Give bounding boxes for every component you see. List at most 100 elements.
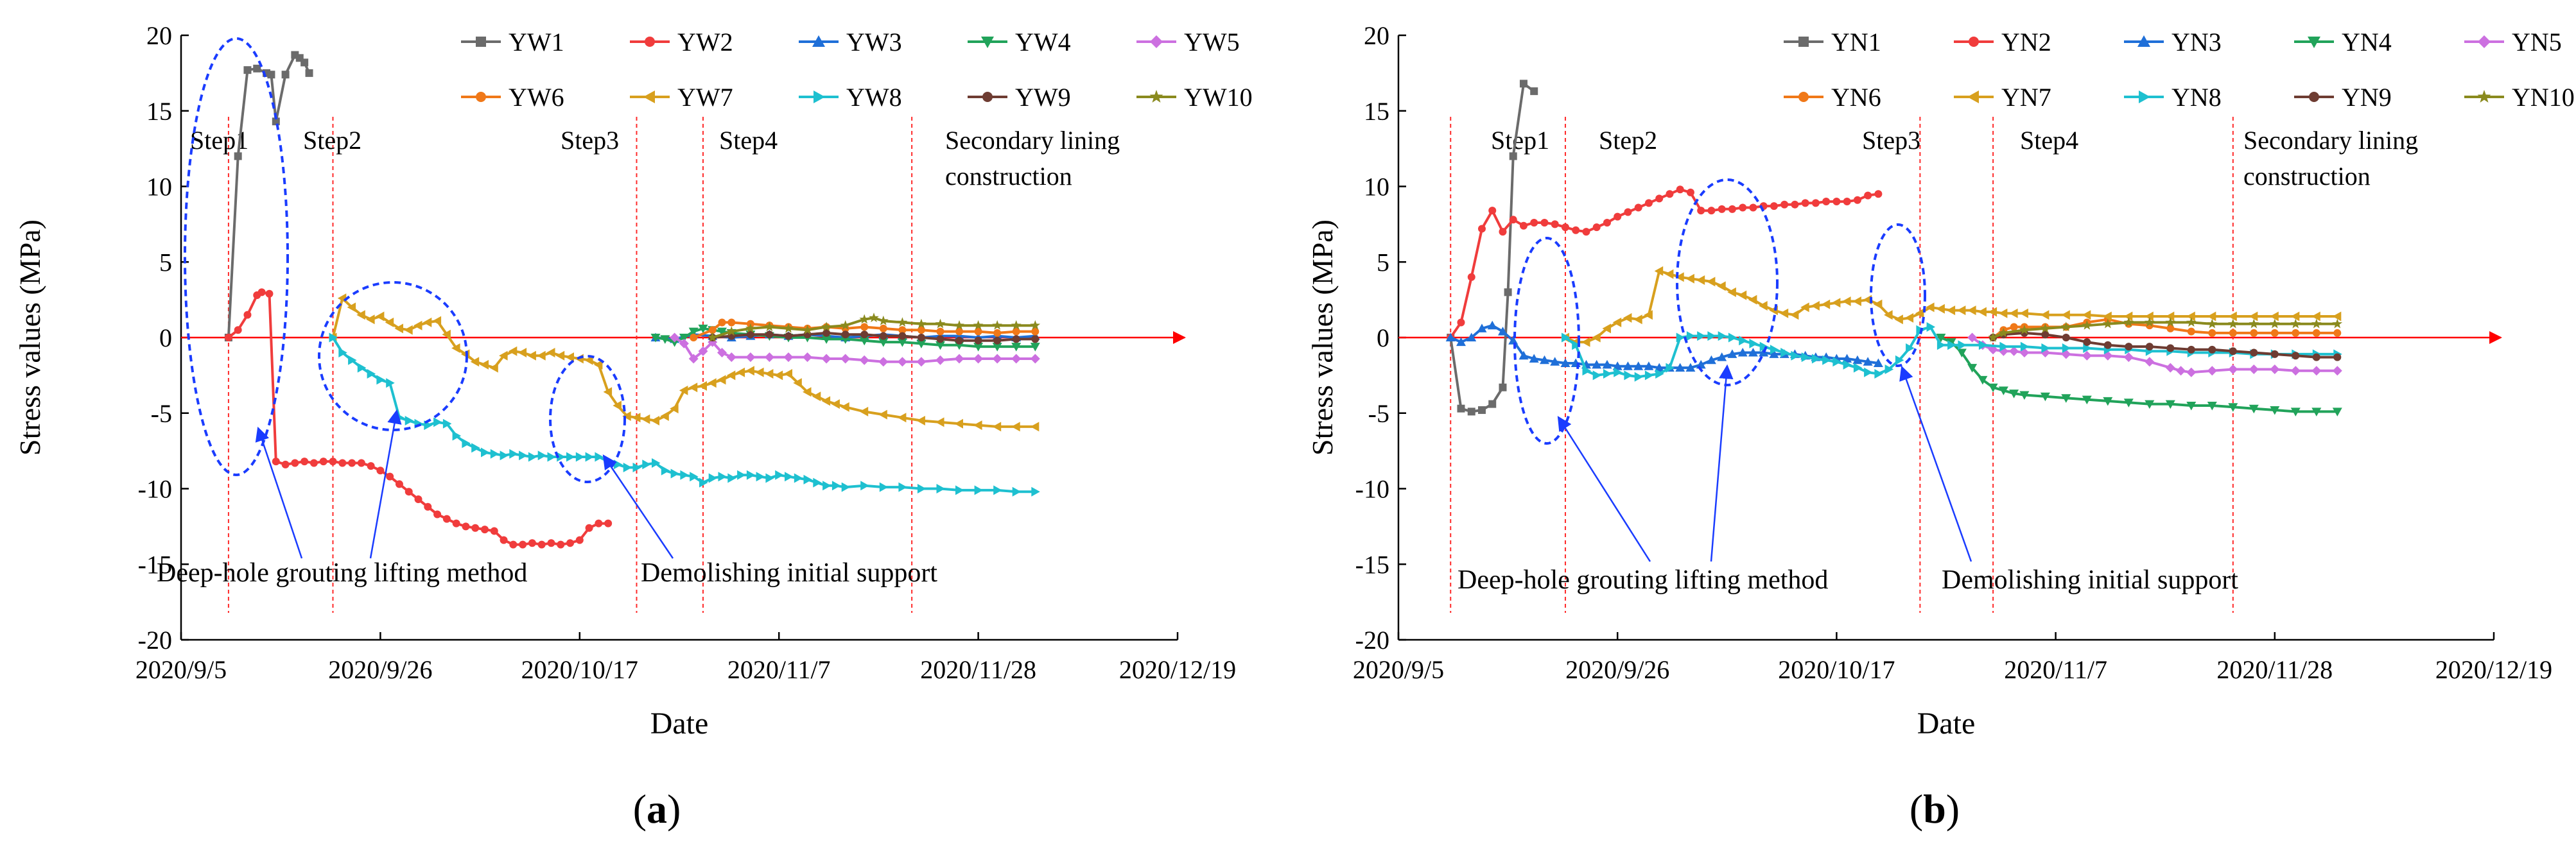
data-point-yw2 bbox=[490, 527, 498, 535]
data-point-yn3 bbox=[1550, 357, 1560, 366]
legend-label: YN6 bbox=[1831, 83, 1881, 112]
data-point-yw10 bbox=[1011, 320, 1022, 330]
data-point-yw8 bbox=[557, 452, 566, 462]
data-point-yw7 bbox=[413, 320, 422, 330]
data-point-yw5 bbox=[973, 354, 984, 364]
data-point-yw2 bbox=[291, 459, 299, 467]
data-point-yn1 bbox=[1467, 407, 1475, 416]
data-point-yw5 bbox=[916, 357, 927, 367]
data-point-yn7 bbox=[1727, 287, 1736, 297]
data-point-yn10 bbox=[2082, 320, 2093, 330]
data-point-yn6 bbox=[2312, 329, 2320, 337]
data-point-yw1 bbox=[234, 152, 242, 160]
data-point-yw2 bbox=[357, 459, 365, 467]
data-point-yw8 bbox=[690, 472, 699, 482]
data-point-yn8 bbox=[1853, 363, 1863, 373]
data-point-yw8 bbox=[386, 378, 395, 388]
data-point-yn6 bbox=[2270, 329, 2279, 337]
data-point-yn9 bbox=[2312, 353, 2320, 361]
legend-label: YN8 bbox=[2171, 83, 2222, 112]
legend-swatch-marker bbox=[1149, 90, 1163, 103]
data-point-yw2 bbox=[243, 311, 252, 319]
data-point-yw8 bbox=[357, 363, 367, 373]
data-point-yw2 bbox=[424, 502, 432, 511]
data-point-yn3 bbox=[1675, 363, 1685, 372]
data-point-yw7 bbox=[451, 343, 460, 353]
data-point-yw7 bbox=[745, 366, 754, 376]
data-point-yn4 bbox=[2332, 407, 2342, 416]
data-point-yn8 bbox=[1676, 332, 1685, 343]
data-point-yn3 bbox=[1623, 361, 1633, 370]
legend-entry: YW8 bbox=[799, 83, 902, 112]
data-point-yn6 bbox=[2010, 323, 2018, 331]
data-point-yw8 bbox=[670, 468, 680, 479]
data-point-yn10 bbox=[1988, 332, 1998, 342]
data-point-yw7 bbox=[936, 417, 944, 427]
data-point-yn7 bbox=[2207, 311, 2216, 322]
step-label: Step4 bbox=[2020, 126, 2078, 155]
data-point-yn2 bbox=[1561, 223, 1569, 232]
x-tick-label: 2020/9/5 bbox=[1353, 655, 1444, 684]
legend-swatch-marker bbox=[1967, 90, 1979, 103]
data-point-yn9 bbox=[2103, 341, 2112, 349]
legend-label: YN3 bbox=[2171, 28, 2222, 56]
data-point-yn5 bbox=[1967, 332, 1978, 343]
series-line-yn1 bbox=[1449, 82, 1535, 413]
y-tick-label: -10 bbox=[138, 475, 172, 504]
data-point-yn2 bbox=[1822, 198, 1831, 206]
data-point-yn5 bbox=[2311, 366, 2322, 376]
data-point-yw5 bbox=[954, 354, 964, 364]
data-point-yn5 bbox=[2207, 366, 2217, 376]
data-point-yw6 bbox=[690, 334, 698, 341]
highlight-ellipse bbox=[549, 355, 626, 483]
data-point-yn4 bbox=[1967, 364, 1978, 373]
data-point-yn1 bbox=[1499, 383, 1507, 391]
data-point-yw9 bbox=[955, 336, 964, 345]
x-tick-label: 2020/12/19 bbox=[1119, 655, 1236, 684]
data-point-yw2 bbox=[442, 515, 451, 523]
data-point-yn8 bbox=[1582, 366, 1591, 376]
data-point-yw8 bbox=[746, 470, 756, 480]
legend-swatch-marker bbox=[1798, 37, 1809, 47]
y-tick-label: -10 bbox=[1355, 475, 1389, 504]
data-point-yn7 bbox=[1842, 296, 1851, 306]
data-point-yw2 bbox=[471, 524, 480, 532]
data-point-yn2 bbox=[1499, 228, 1507, 236]
data-point-yw8 bbox=[595, 452, 604, 462]
data-point-yw2 bbox=[604, 519, 613, 527]
data-point-yn7 bbox=[2040, 310, 2049, 320]
step-label: Step2 bbox=[1599, 126, 1657, 155]
data-point-yw4 bbox=[897, 338, 907, 347]
annotation-text-grouting: Deep-hole grouting lifting method bbox=[1458, 565, 1828, 595]
data-point-yn4 bbox=[1988, 383, 1998, 393]
y-tick-label: -15 bbox=[1355, 550, 1389, 579]
highlight-ellipse bbox=[318, 281, 468, 431]
data-point-yw5 bbox=[726, 352, 736, 363]
data-point-yn2 bbox=[1791, 200, 1799, 209]
data-point-yw2 bbox=[329, 458, 337, 466]
data-point-yn4 bbox=[2290, 407, 2301, 416]
data-point-yw8 bbox=[405, 416, 414, 425]
data-point-yw8 bbox=[566, 452, 575, 462]
data-point-yw7 bbox=[584, 355, 593, 365]
annotation-arrow bbox=[255, 426, 303, 559]
data-point-yn3 bbox=[1717, 352, 1727, 361]
legend-swatch-marker bbox=[2478, 35, 2491, 48]
data-point-yn9 bbox=[2083, 338, 2091, 347]
data-point-yw7 bbox=[831, 399, 840, 409]
data-point-yw9 bbox=[860, 330, 869, 339]
data-point-yn7 bbox=[1904, 313, 1914, 323]
data-point-yw1 bbox=[253, 64, 261, 73]
data-point-yn7 bbox=[1612, 317, 1622, 327]
data-point-yw4 bbox=[650, 334, 661, 343]
data-point-yw7 bbox=[442, 329, 451, 339]
data-point-yw10 bbox=[954, 320, 964, 330]
legend-swatch-marker bbox=[1969, 37, 1979, 47]
annotation-arrow bbox=[1557, 416, 1651, 562]
data-point-yn2 bbox=[1488, 207, 1497, 215]
data-point-yw7 bbox=[632, 413, 641, 423]
data-point-yw2 bbox=[575, 536, 584, 544]
data-point-yn3 bbox=[1498, 327, 1508, 336]
